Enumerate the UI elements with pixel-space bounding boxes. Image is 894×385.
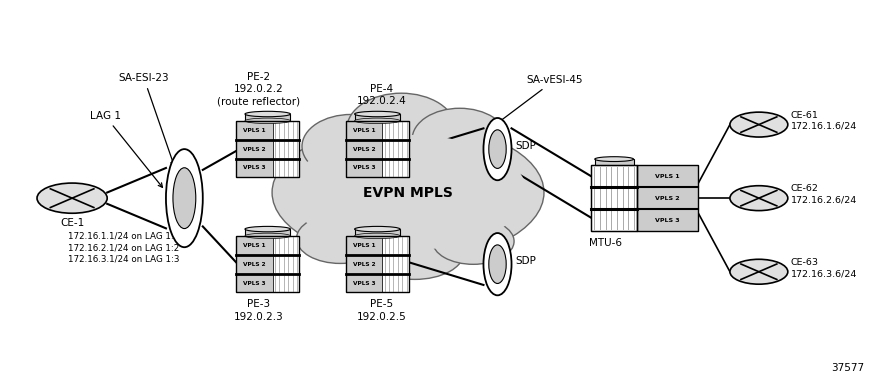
Ellipse shape bbox=[354, 118, 400, 124]
Bar bbox=[236, 236, 299, 293]
Ellipse shape bbox=[245, 111, 291, 117]
Text: PE-3
192.0.2.3: PE-3 192.0.2.3 bbox=[234, 299, 283, 322]
Ellipse shape bbox=[272, 124, 544, 261]
Bar bbox=[591, 165, 637, 231]
Text: PE-5
192.0.2.5: PE-5 192.0.2.5 bbox=[357, 299, 406, 322]
Text: VPLS 3: VPLS 3 bbox=[352, 281, 375, 286]
Bar bbox=[637, 165, 697, 231]
Text: VPLS 1: VPLS 1 bbox=[243, 243, 266, 248]
Text: CE-1: CE-1 bbox=[60, 218, 84, 228]
Text: LAG 1: LAG 1 bbox=[89, 111, 163, 187]
Ellipse shape bbox=[165, 149, 203, 247]
Text: SDP: SDP bbox=[514, 141, 536, 151]
Bar bbox=[273, 159, 299, 177]
Text: VPLS 3: VPLS 3 bbox=[243, 281, 266, 286]
Bar bbox=[595, 159, 633, 165]
Ellipse shape bbox=[354, 226, 400, 232]
Ellipse shape bbox=[296, 214, 384, 263]
Bar bbox=[354, 229, 400, 236]
Text: SDP: SDP bbox=[514, 256, 536, 266]
Ellipse shape bbox=[347, 93, 455, 164]
Bar bbox=[236, 236, 273, 255]
Bar bbox=[236, 140, 273, 159]
Ellipse shape bbox=[411, 108, 507, 170]
Bar bbox=[354, 114, 400, 121]
Bar bbox=[273, 255, 299, 274]
Bar bbox=[382, 140, 409, 159]
Ellipse shape bbox=[483, 118, 511, 180]
Bar bbox=[236, 159, 273, 177]
Text: CE-61
172.16.1.6/24: CE-61 172.16.1.6/24 bbox=[789, 111, 856, 131]
Bar bbox=[345, 236, 409, 293]
Bar bbox=[345, 121, 382, 140]
Text: VPLS 2: VPLS 2 bbox=[352, 147, 375, 152]
Bar bbox=[345, 121, 409, 177]
Text: CE-63
172.16.3.6/24: CE-63 172.16.3.6/24 bbox=[789, 258, 856, 278]
Ellipse shape bbox=[245, 118, 291, 124]
Text: EVPN MPLS: EVPN MPLS bbox=[363, 186, 452, 199]
Ellipse shape bbox=[289, 135, 527, 250]
Text: SA-ESI-23: SA-ESI-23 bbox=[118, 73, 174, 166]
Text: CE-62
172.16.2.6/24: CE-62 172.16.2.6/24 bbox=[789, 184, 856, 204]
Ellipse shape bbox=[595, 157, 633, 162]
Text: VPLS 1: VPLS 1 bbox=[352, 128, 375, 133]
Text: VPLS 3: VPLS 3 bbox=[243, 166, 266, 171]
Ellipse shape bbox=[173, 168, 196, 229]
Text: MTU-6: MTU-6 bbox=[588, 238, 621, 248]
Bar bbox=[245, 229, 291, 236]
Bar bbox=[236, 121, 299, 177]
Text: VPLS 3: VPLS 3 bbox=[654, 218, 679, 223]
Text: VPLS 1: VPLS 1 bbox=[243, 128, 266, 133]
Ellipse shape bbox=[245, 226, 291, 232]
Text: 172.16.1.1/24 on LAG 1:1
172.16.2.1/24 on LAG 1:2
172.16.3.1/24 on LAG 1:3: 172.16.1.1/24 on LAG 1:1 172.16.2.1/24 o… bbox=[68, 231, 179, 264]
Bar bbox=[273, 236, 299, 255]
Text: PE-2
192.0.2.2
(route reflector): PE-2 192.0.2.2 (route reflector) bbox=[217, 72, 300, 107]
Bar bbox=[273, 121, 299, 140]
Bar bbox=[591, 165, 637, 231]
Text: VPLS 3: VPLS 3 bbox=[352, 166, 375, 171]
Bar bbox=[236, 255, 273, 274]
Text: VPLS 1: VPLS 1 bbox=[352, 243, 375, 248]
Bar bbox=[345, 255, 382, 274]
Ellipse shape bbox=[245, 233, 291, 239]
Text: VPLS 2: VPLS 2 bbox=[243, 147, 266, 152]
Circle shape bbox=[730, 259, 787, 284]
Text: VPLS 2: VPLS 2 bbox=[352, 262, 375, 267]
Bar bbox=[382, 274, 409, 293]
Text: SA-vESI-45: SA-vESI-45 bbox=[493, 75, 582, 126]
Bar bbox=[345, 274, 382, 293]
Bar bbox=[236, 121, 273, 140]
Bar bbox=[637, 187, 697, 209]
Ellipse shape bbox=[488, 245, 506, 283]
Text: VPLS 2: VPLS 2 bbox=[654, 196, 679, 201]
Text: VPLS 1: VPLS 1 bbox=[654, 174, 679, 179]
Ellipse shape bbox=[354, 111, 400, 117]
Circle shape bbox=[730, 112, 787, 137]
Text: 37577: 37577 bbox=[830, 363, 863, 373]
Bar bbox=[382, 121, 409, 140]
Bar bbox=[382, 255, 409, 274]
Bar bbox=[273, 274, 299, 293]
Bar bbox=[382, 159, 409, 177]
Text: PE-4
192.0.2.4: PE-4 192.0.2.4 bbox=[357, 84, 406, 107]
Ellipse shape bbox=[432, 218, 513, 264]
Bar bbox=[382, 236, 409, 255]
Circle shape bbox=[730, 186, 787, 211]
Ellipse shape bbox=[483, 233, 511, 295]
Ellipse shape bbox=[301, 114, 400, 178]
Text: VPLS 2: VPLS 2 bbox=[243, 262, 266, 267]
Bar bbox=[637, 165, 697, 187]
Circle shape bbox=[37, 183, 107, 213]
Bar bbox=[637, 209, 697, 231]
Ellipse shape bbox=[366, 226, 463, 280]
Bar bbox=[345, 159, 382, 177]
Bar bbox=[236, 274, 273, 293]
Ellipse shape bbox=[354, 233, 400, 239]
Bar bbox=[345, 140, 382, 159]
Bar bbox=[273, 140, 299, 159]
Bar bbox=[345, 236, 382, 255]
Bar bbox=[245, 114, 291, 121]
Ellipse shape bbox=[488, 130, 506, 168]
